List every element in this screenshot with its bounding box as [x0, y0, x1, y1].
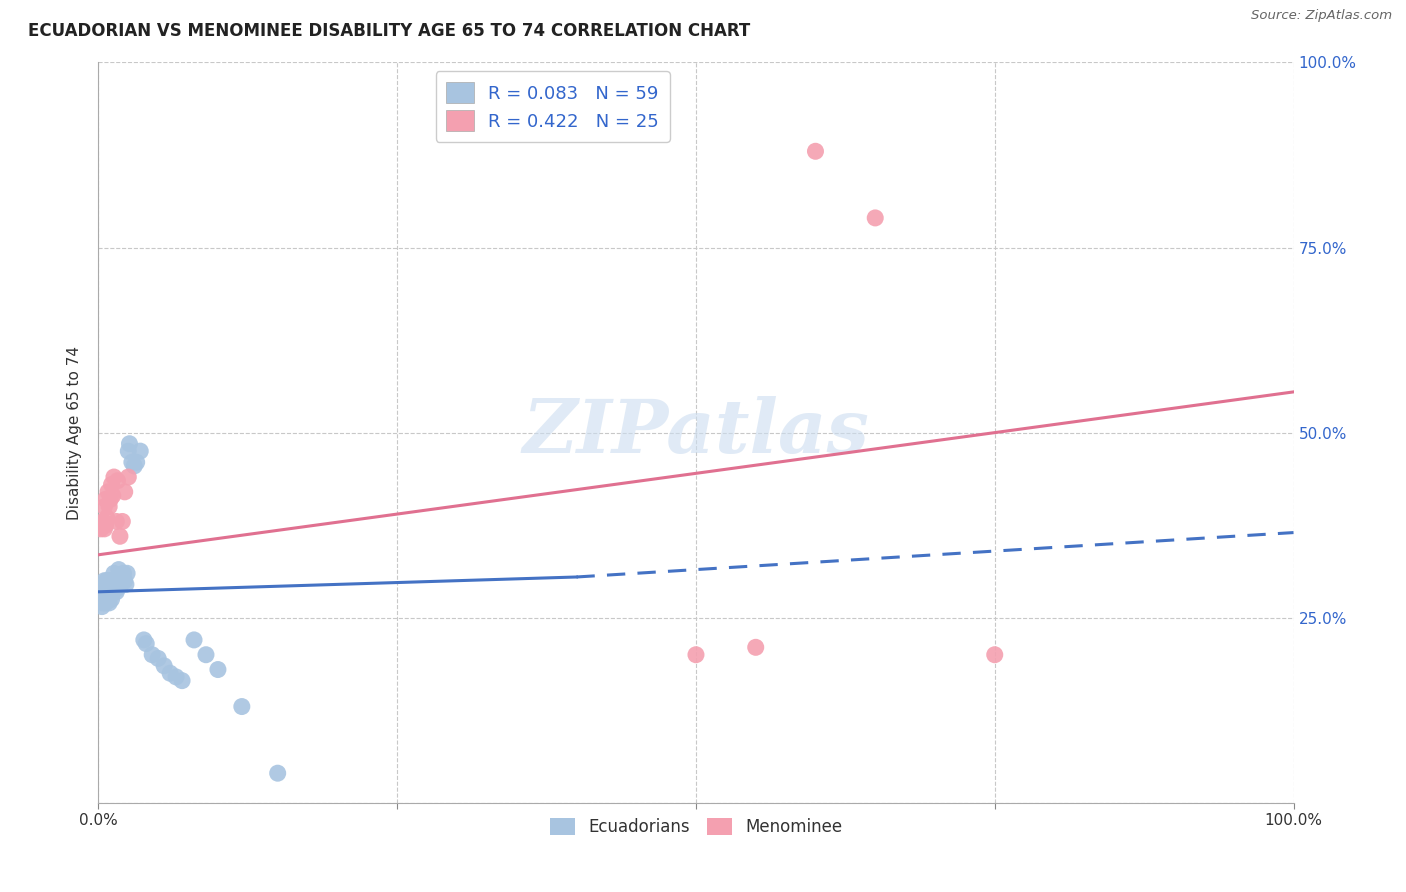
Point — [135, 637, 157, 651]
Point — [98, 492, 122, 507]
Point — [98, 589, 121, 603]
Point — [94, 596, 117, 610]
Point — [98, 574, 122, 588]
Point — [111, 570, 134, 584]
Point — [91, 599, 114, 614]
Point — [172, 673, 194, 688]
Point — [124, 458, 146, 473]
Point — [141, 648, 163, 662]
Point — [98, 577, 121, 591]
Point — [195, 648, 218, 662]
Point — [107, 474, 129, 488]
Point — [93, 574, 115, 588]
Point — [159, 666, 181, 681]
Point — [91, 515, 114, 529]
Point — [110, 577, 132, 591]
Point — [91, 518, 114, 533]
Point — [984, 648, 1007, 662]
Point — [115, 577, 138, 591]
Point — [114, 574, 136, 588]
Point — [745, 640, 768, 655]
Point — [115, 566, 138, 581]
Point — [97, 484, 120, 499]
Point — [94, 518, 117, 533]
Point — [685, 648, 707, 662]
Point — [183, 632, 205, 647]
Point — [100, 592, 122, 607]
Point — [148, 651, 170, 665]
Point — [165, 670, 187, 684]
Point — [98, 589, 122, 603]
Point — [231, 699, 253, 714]
Point — [117, 470, 139, 484]
Point — [111, 515, 134, 529]
Point — [93, 584, 115, 599]
Point — [96, 581, 118, 595]
Y-axis label: Disability Age 65 to 74: Disability Age 65 to 74 — [67, 345, 83, 520]
Point — [94, 584, 117, 599]
Point — [91, 596, 114, 610]
Point — [267, 766, 290, 780]
Point — [117, 444, 139, 458]
Point — [91, 589, 114, 603]
Point — [97, 584, 120, 599]
Point — [98, 500, 121, 514]
Point — [118, 436, 141, 450]
Point — [96, 574, 118, 588]
Point — [865, 211, 887, 225]
Point — [90, 589, 112, 603]
Point — [207, 663, 229, 677]
Point — [105, 515, 128, 529]
Point — [101, 584, 124, 599]
Point — [96, 589, 118, 603]
Point — [98, 581, 122, 595]
Point — [101, 489, 124, 503]
Point — [153, 658, 176, 673]
Legend: Ecuadorians, Menominee: Ecuadorians, Menominee — [543, 811, 849, 843]
Text: ECUADORIAN VS MENOMINEE DISABILITY AGE 65 TO 74 CORRELATION CHART: ECUADORIAN VS MENOMINEE DISABILITY AGE 6… — [28, 22, 751, 40]
Point — [97, 592, 120, 607]
Point — [100, 477, 122, 491]
Point — [97, 574, 120, 588]
Point — [107, 581, 129, 595]
Point — [96, 510, 118, 524]
Point — [132, 632, 155, 647]
Point — [105, 574, 128, 588]
Point — [108, 574, 131, 588]
Point — [93, 522, 115, 536]
Point — [100, 581, 122, 595]
Point — [94, 577, 117, 591]
Point — [112, 566, 135, 581]
Point — [804, 145, 827, 159]
Point — [93, 500, 115, 514]
Point — [98, 596, 121, 610]
Point — [125, 455, 148, 469]
Point — [101, 574, 124, 588]
Point — [103, 566, 125, 581]
Point — [121, 455, 143, 469]
Point — [107, 563, 129, 577]
Point — [104, 574, 127, 588]
Point — [129, 444, 152, 458]
Point — [114, 484, 136, 499]
Point — [93, 592, 115, 607]
Point — [94, 492, 117, 507]
Point — [90, 522, 112, 536]
Point — [103, 470, 125, 484]
Point — [108, 529, 131, 543]
Text: ZIPatlas: ZIPatlas — [523, 396, 869, 469]
Text: Source: ZipAtlas.com: Source: ZipAtlas.com — [1251, 9, 1392, 22]
Point — [105, 584, 128, 599]
Point — [103, 581, 125, 595]
